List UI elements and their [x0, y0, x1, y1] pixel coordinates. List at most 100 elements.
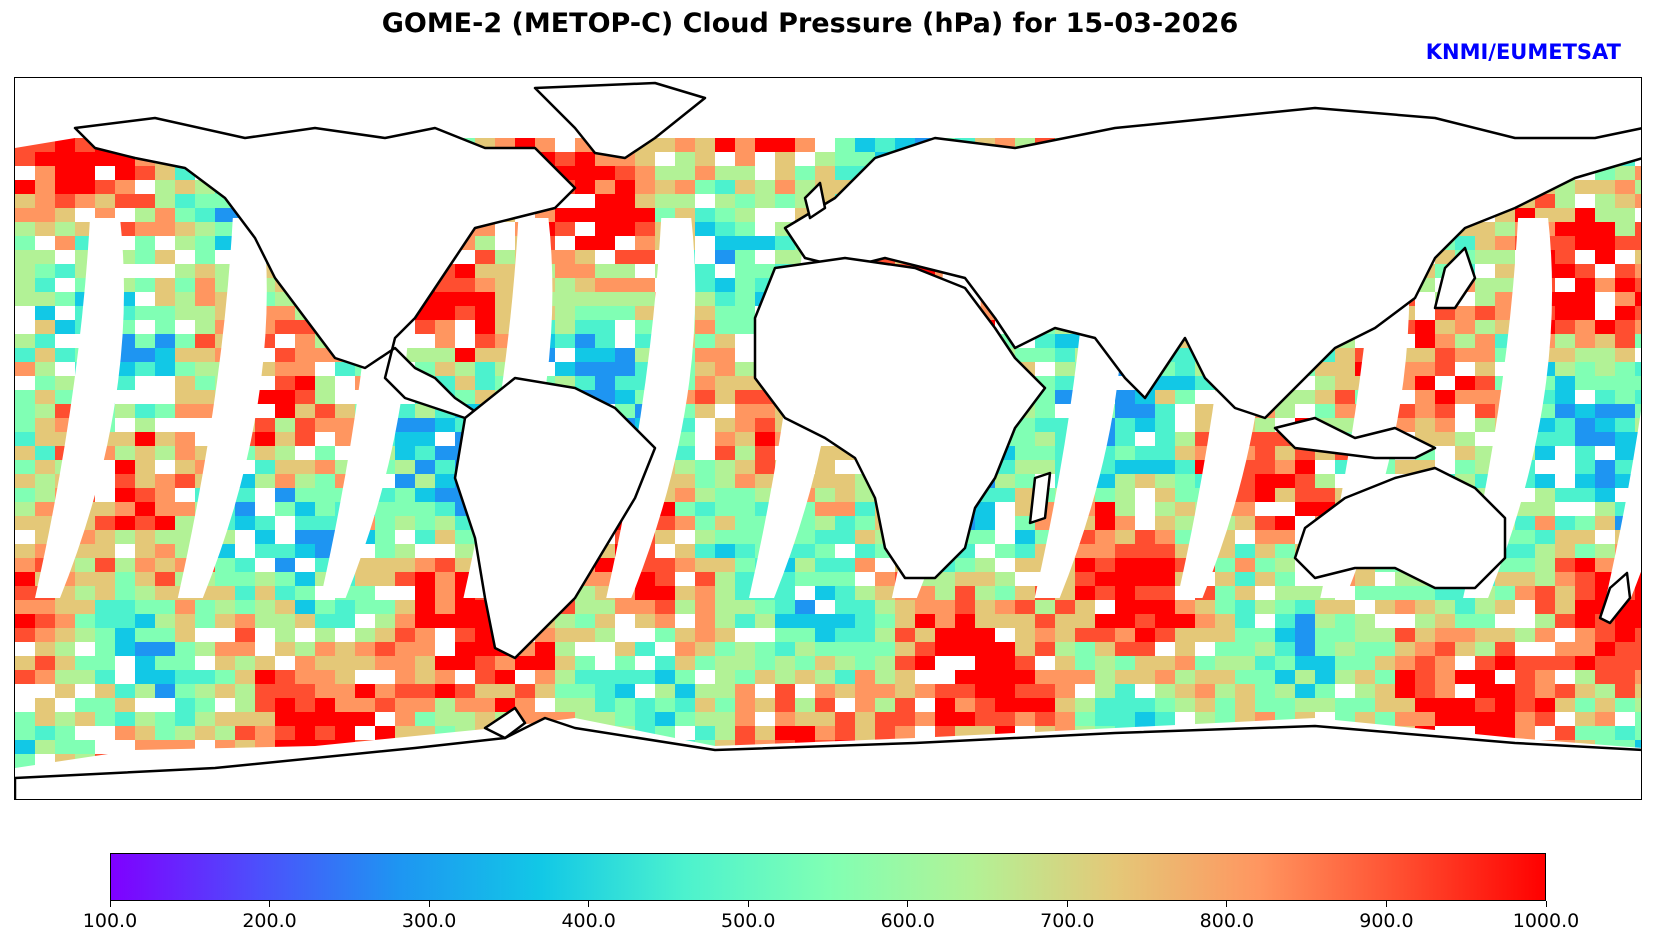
data-cell — [1415, 684, 1435, 698]
data-cell — [155, 222, 175, 236]
data-cell — [715, 306, 735, 320]
data-cell — [435, 698, 455, 712]
data-cell — [1295, 684, 1315, 698]
data-cell — [1375, 600, 1395, 614]
data-cell — [1575, 488, 1595, 502]
data-cell — [1015, 586, 1035, 600]
data-cell — [1615, 208, 1635, 222]
data-cell — [115, 474, 135, 488]
data-cell — [1255, 474, 1275, 488]
data-cell — [155, 166, 175, 180]
data-cell — [355, 698, 375, 712]
data-cell — [155, 530, 175, 544]
data-cell — [1495, 250, 1515, 264]
data-cell — [235, 614, 255, 628]
data-cell — [1155, 376, 1175, 390]
data-cell — [1415, 712, 1435, 726]
data-cell — [1495, 642, 1515, 656]
data-cell — [115, 558, 135, 572]
data-cell — [1555, 334, 1575, 348]
data-cell — [135, 614, 155, 628]
data-cell — [815, 698, 835, 712]
data-cell — [295, 600, 315, 614]
data-cell — [355, 712, 375, 726]
data-cell — [1395, 628, 1415, 642]
data-cell — [55, 138, 75, 152]
data-cell — [315, 698, 335, 712]
data-cell — [735, 516, 755, 530]
data-cell — [435, 320, 455, 334]
data-cell — [415, 432, 435, 446]
data-cell — [275, 600, 295, 614]
data-cell — [975, 628, 995, 642]
coastline-africa — [753, 256, 1047, 580]
data-cell — [735, 712, 755, 726]
data-cell — [1175, 390, 1195, 404]
data-cell — [1395, 600, 1415, 614]
data-cell — [1635, 684, 1641, 698]
data-cell — [175, 684, 195, 698]
data-cell — [495, 264, 515, 278]
data-cell — [15, 656, 35, 670]
data-cell — [1495, 586, 1515, 600]
data-cell — [1155, 586, 1175, 600]
data-cell — [235, 586, 255, 600]
data-cell — [1455, 712, 1475, 726]
data-cell — [835, 628, 855, 642]
data-cell — [755, 614, 775, 628]
colorbar-gradient — [111, 854, 1545, 900]
data-cell — [795, 670, 815, 684]
data-cell — [635, 278, 655, 292]
data-cell — [835, 502, 855, 516]
data-cell — [1575, 572, 1595, 586]
data-cell — [975, 572, 995, 586]
data-cell — [1135, 446, 1155, 460]
data-cell — [835, 152, 855, 166]
data-cell — [715, 726, 735, 740]
data-cell — [475, 292, 495, 306]
data-cell — [315, 376, 335, 390]
data-cell — [75, 180, 95, 194]
data-cell — [855, 488, 875, 502]
data-cell — [115, 404, 135, 418]
data-cell — [735, 320, 755, 334]
data-cell — [1595, 488, 1615, 502]
data-cell — [835, 138, 855, 152]
data-cell — [1555, 586, 1575, 600]
data-cell — [135, 348, 155, 362]
data-cell — [1055, 614, 1075, 628]
data-cell — [1095, 586, 1115, 600]
data-cell — [35, 446, 55, 460]
data-cell — [35, 656, 55, 670]
data-cell — [1415, 656, 1435, 670]
data-cell — [895, 600, 915, 614]
data-cell — [995, 684, 1015, 698]
data-cell — [415, 698, 435, 712]
data-cell — [215, 726, 235, 740]
data-cell — [115, 376, 135, 390]
map-panel[interactable] — [14, 77, 1642, 800]
data-cell — [155, 292, 175, 306]
data-cell — [1415, 320, 1435, 334]
data-cell — [915, 656, 935, 670]
data-cell — [1475, 418, 1495, 432]
data-cell — [135, 334, 155, 348]
data-cell — [695, 530, 715, 544]
data-cell — [1335, 376, 1355, 390]
data-cell — [295, 698, 315, 712]
data-cell — [1335, 698, 1355, 712]
data-cell — [1155, 544, 1175, 558]
data-cell — [1295, 614, 1315, 628]
data-cell — [455, 656, 475, 670]
data-cell — [15, 488, 35, 502]
data-cell — [95, 670, 115, 684]
data-cell — [55, 166, 75, 180]
data-cell — [1155, 474, 1175, 488]
data-cell — [1595, 432, 1615, 446]
data-cell — [475, 306, 495, 320]
data-cell — [595, 222, 615, 236]
data-cell — [675, 600, 695, 614]
data-cell — [1335, 348, 1355, 362]
data-cell — [1275, 586, 1295, 600]
data-cell — [255, 530, 275, 544]
